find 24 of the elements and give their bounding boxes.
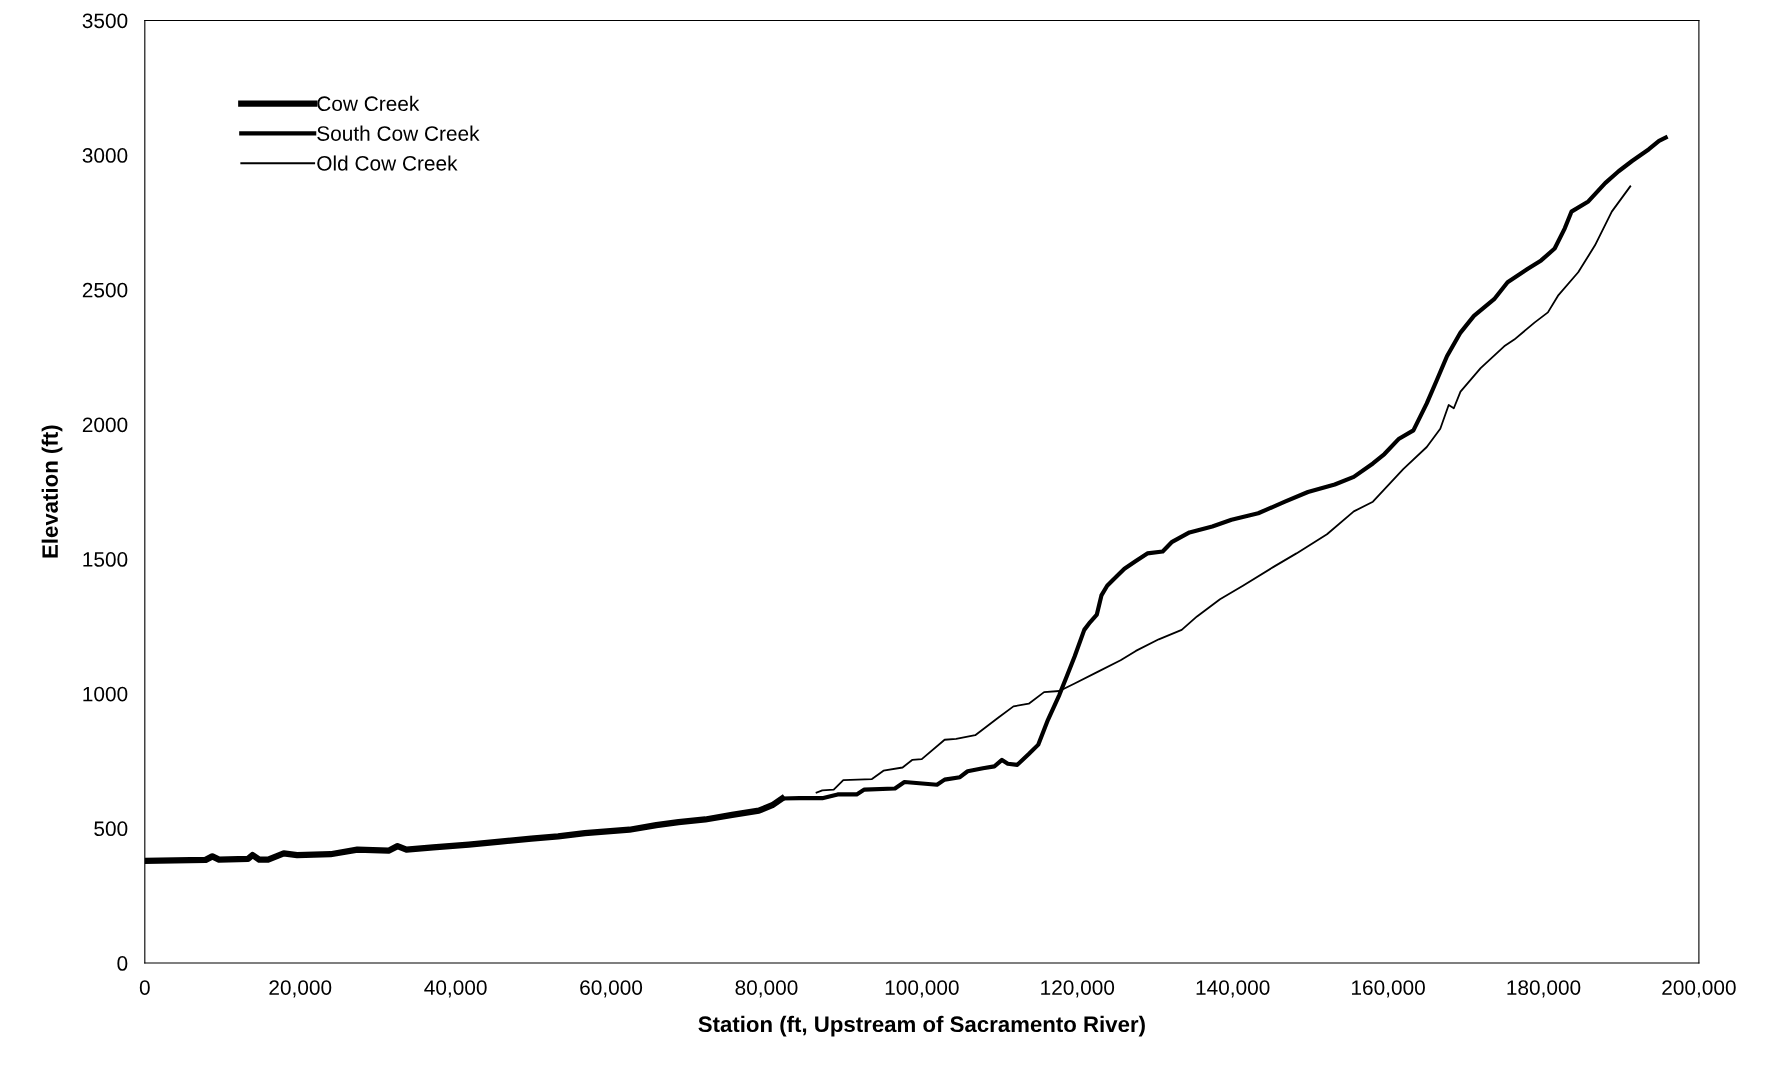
y-tick-label: 2500 — [82, 282, 128, 298]
y-axis-title: Elevation (ft) — [41, 425, 63, 558]
x-tick-label: 100,000 — [885, 980, 959, 998]
x-tick-label: 20,000 — [269, 980, 332, 998]
y-tick-label: 0 — [117, 956, 128, 971]
x-tick-label: 200,000 — [1662, 980, 1736, 998]
x-axis-title: Station (ft, Upstream of Sacramento River) — [698, 1015, 1145, 1037]
x-tick-label: 140,000 — [1196, 980, 1270, 998]
y-tick-label: 500 — [94, 821, 128, 837]
y-tick-label: 2000 — [82, 417, 128, 433]
x-tick-label: 60,000 — [580, 980, 643, 998]
y-tick-label: 3500 — [82, 13, 128, 29]
x-tick-label: 0 — [139, 980, 150, 995]
x-tick-label: 40,000 — [424, 980, 487, 998]
x-tick-label: 180,000 — [1507, 980, 1581, 998]
legend-label: South Cow Creek — [317, 125, 480, 141]
y-tick-label: 3000 — [82, 148, 128, 163]
x-tick-label: 160,000 — [1352, 980, 1425, 998]
y-tick-label: 1000 — [83, 686, 128, 702]
legend-label: Cow Creek — [317, 95, 420, 112]
y-tick-label: 1500 — [83, 552, 128, 567]
x-tick-label: 120,000 — [1041, 980, 1115, 998]
legend-label: Old Cow Creek — [317, 155, 458, 171]
x-tick-label: 80,000 — [735, 980, 798, 998]
